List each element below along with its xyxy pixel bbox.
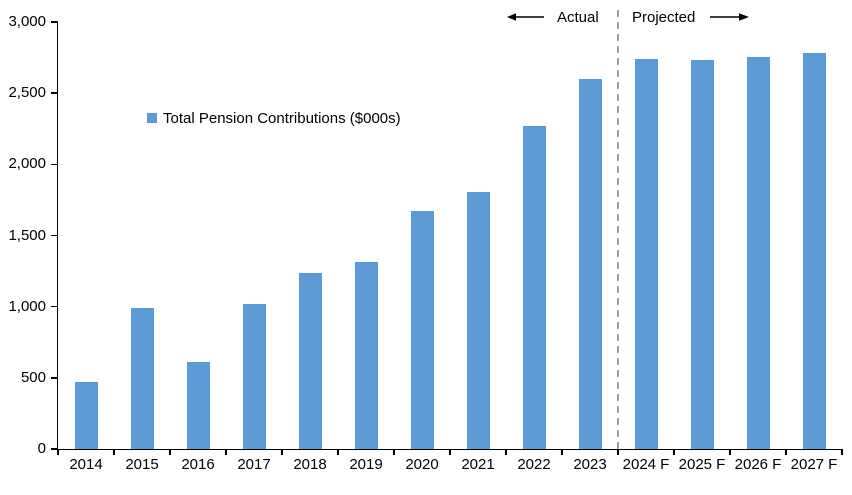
x-axis-tick xyxy=(729,449,731,455)
projected-annotation: Projected xyxy=(632,8,750,26)
x-axis-category-label: 2025 F xyxy=(678,456,726,473)
x-axis-tick xyxy=(673,449,675,455)
actual-label: Actual xyxy=(557,8,599,26)
projected-label: Projected xyxy=(632,8,696,26)
right-arrow-icon xyxy=(710,13,750,21)
legend-color-swatch xyxy=(147,113,157,123)
y-axis-tick-label: 2,000 xyxy=(8,155,46,173)
x-axis-tick xyxy=(617,449,619,455)
x-axis-category-label: 2026 F xyxy=(734,456,782,473)
x-axis-tick xyxy=(785,449,787,455)
legend-series-label: Total Pension Contributions ($000s) xyxy=(163,109,401,127)
y-axis-line xyxy=(56,21,58,450)
x-axis-category-label: 2015 xyxy=(125,456,159,473)
x-axis-category-label: 2020 xyxy=(405,456,439,473)
x-axis-category-label: 2019 xyxy=(349,456,383,473)
y-axis-tick xyxy=(51,377,57,379)
y-axis-tick-label: 500 xyxy=(20,368,46,386)
bar-2025-f xyxy=(690,59,714,449)
x-axis-category-label: 2027 F xyxy=(790,456,838,473)
x-axis-category-label: 2016 xyxy=(181,456,215,473)
y-axis-tick xyxy=(51,305,57,308)
x-axis-category-label: 2021 xyxy=(461,456,495,473)
bar-2027-f xyxy=(802,52,826,449)
x-axis-tick xyxy=(337,449,339,455)
bar-2015 xyxy=(130,308,154,449)
bar-2018 xyxy=(298,273,322,449)
bar-2021 xyxy=(466,192,490,449)
y-axis-tick xyxy=(51,92,57,94)
legend: Total Pension Contributions ($000s) xyxy=(147,108,401,128)
y-axis-tick xyxy=(51,234,57,237)
x-axis-category-label: 2017 xyxy=(237,456,271,473)
x-axis-tick xyxy=(113,449,115,455)
y-axis-tick xyxy=(51,21,57,23)
x-axis-tick xyxy=(281,449,283,455)
bar-2016 xyxy=(186,362,210,449)
x-axis-tick xyxy=(169,449,171,455)
x-axis-tick xyxy=(225,449,227,455)
bar-2017 xyxy=(242,303,266,449)
y-axis-tick-label: 0 xyxy=(37,440,46,457)
bar-2020 xyxy=(410,210,434,449)
bar-2019 xyxy=(354,261,378,449)
actual-projected-divider-line xyxy=(617,10,619,449)
y-axis-tick-label: 2,500 xyxy=(8,84,46,102)
y-axis-tick xyxy=(51,163,57,166)
bar-2024-f xyxy=(634,59,658,449)
x-axis-tick xyxy=(57,449,59,455)
y-axis-tick xyxy=(51,448,57,450)
x-axis-category-label: 2022 xyxy=(517,456,551,473)
x-axis-tick xyxy=(841,449,843,455)
x-axis-category-label: 2024 F xyxy=(622,456,670,473)
bar-2026-f xyxy=(746,56,770,449)
bar-2022 xyxy=(522,125,546,449)
x-axis-category-label: 2018 xyxy=(293,456,327,473)
x-axis-tick xyxy=(561,449,563,455)
x-axis-category-label: 2023 xyxy=(573,456,607,473)
x-axis-tick xyxy=(505,449,507,455)
actual-annotation: Actual xyxy=(507,8,599,26)
y-axis-tick-label: 3,000 xyxy=(8,13,46,30)
x-axis-tick xyxy=(393,449,395,455)
x-axis-category-label: 2014 xyxy=(69,456,103,473)
y-axis-tick-label: 1,000 xyxy=(8,297,46,315)
bar-2023 xyxy=(578,78,602,449)
left-arrow-icon xyxy=(507,13,544,21)
y-axis-tick-label: 1,500 xyxy=(8,226,46,244)
bar-2014 xyxy=(74,382,98,449)
x-axis-tick xyxy=(449,449,451,455)
